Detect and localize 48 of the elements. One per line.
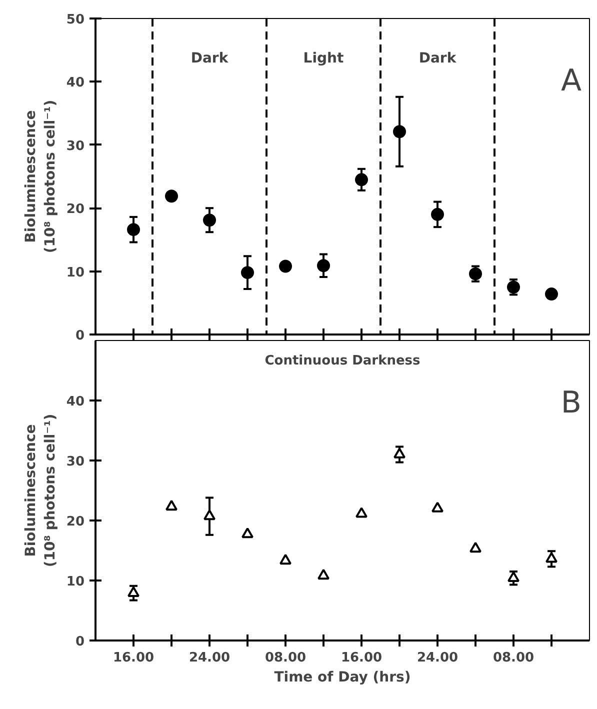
point — [242, 528, 254, 538]
point — [318, 568, 330, 580]
y-tick-label: 10 — [66, 265, 85, 280]
x-axis-title: Time of Day (hrs) — [274, 670, 411, 686]
y-tick-label: 0 — [75, 328, 84, 344]
point — [279, 260, 292, 273]
point — [127, 223, 140, 236]
point — [204, 510, 216, 520]
point — [356, 507, 368, 518]
x-tick-label: 24.00 — [188, 650, 230, 666]
point — [470, 542, 482, 553]
point — [241, 266, 254, 280]
point — [432, 502, 444, 512]
y-tick-label: 0 — [75, 634, 84, 650]
point — [393, 125, 406, 138]
y-axis-title: Bioluminescence (10⁸ photons cell⁻¹) — [23, 100, 58, 254]
point — [203, 214, 216, 227]
point — [394, 448, 406, 458]
y-tick-label: 20 — [66, 202, 85, 218]
x-tick-label: 16.00 — [112, 650, 154, 666]
x-tick-label: 16.00 — [340, 650, 382, 666]
x-tick-label: 08.00 — [264, 650, 306, 666]
annotation: B — [560, 386, 582, 420]
annotation: Dark — [418, 50, 457, 66]
point — [280, 554, 292, 565]
annotation: Dark — [190, 50, 229, 66]
annotation: A — [560, 64, 582, 98]
point — [546, 552, 558, 563]
point — [431, 208, 444, 221]
point — [165, 190, 178, 203]
y-tick-label: 40 — [66, 394, 85, 410]
y-tick-label: 30 — [66, 454, 85, 470]
point — [128, 586, 140, 597]
y-tick-label: 30 — [66, 138, 85, 154]
point — [317, 259, 330, 272]
point — [166, 500, 178, 511]
y-tick-label: 10 — [66, 574, 85, 590]
point — [545, 288, 558, 301]
text: Continuous Darkness — [264, 354, 421, 368]
point — [508, 571, 520, 582]
y-tick-label: 50 — [66, 12, 85, 28]
y-tick-label: 20 — [66, 514, 85, 530]
x-tick-label: 08.00 — [492, 650, 534, 666]
annotation: Light — [303, 50, 344, 66]
y-axis-title: Bioluminescence (10⁸ photons cell⁻¹) — [23, 414, 58, 568]
y-tick-label: 40 — [66, 76, 85, 91]
point — [355, 173, 368, 186]
x-tick-label: 24.00 — [416, 650, 458, 666]
